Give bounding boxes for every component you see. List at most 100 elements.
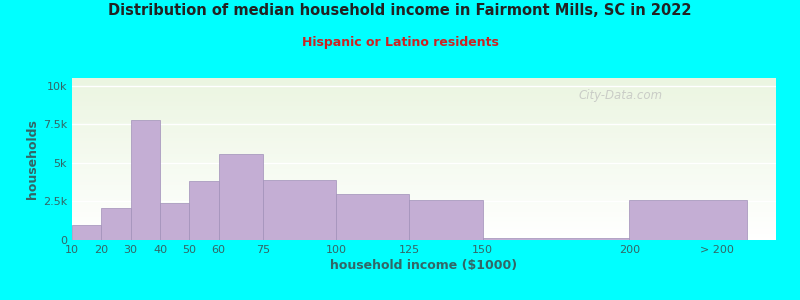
Bar (72, 233, 776, 235)
Bar (72, 138, 776, 140)
Bar (72, 180, 776, 182)
Bar (72, 140, 776, 141)
Bar (72, 198, 776, 200)
Bar (72, 188, 776, 190)
Bar (72, 115, 776, 117)
Bar (72, 118, 776, 120)
Bar (72, 238, 776, 240)
Bar (72, 174, 776, 175)
Bar (262, 180, 336, 240)
Text: Distribution of median household income in Fairmont Mills, SC in 2022: Distribution of median household income … (108, 3, 692, 18)
Bar (336, 194, 410, 240)
Bar (72, 101, 776, 102)
Bar (72, 209, 776, 211)
Bar (72, 224, 776, 225)
Bar (72, 154, 776, 156)
Bar (72, 169, 776, 170)
Bar (72, 216, 776, 217)
Bar (72, 225, 776, 227)
Bar (72, 94, 776, 96)
Text: City-Data.com: City-Data.com (579, 89, 663, 102)
Bar (72, 193, 776, 195)
Bar (72, 131, 776, 133)
Bar (72, 123, 776, 125)
Bar (72, 83, 776, 85)
Text: Hispanic or Latino residents: Hispanic or Latino residents (302, 36, 498, 49)
Bar (190, 182, 218, 240)
Bar (72, 141, 776, 143)
Bar (72, 104, 776, 106)
Bar (218, 154, 262, 240)
Bar (72, 135, 776, 136)
X-axis label: household income ($1000): household income ($1000) (330, 259, 518, 272)
Bar (72, 208, 776, 209)
Bar (72, 88, 776, 89)
Bar (72, 214, 776, 216)
Bar (72, 152, 776, 154)
Bar (72, 93, 776, 94)
Bar (72, 130, 776, 131)
Bar (72, 85, 776, 86)
Bar (72, 175, 776, 177)
Bar (72, 162, 776, 164)
Bar (72, 114, 776, 115)
Bar (72, 191, 776, 193)
Bar (72, 225, 102, 240)
Bar (72, 106, 776, 107)
Bar (72, 177, 776, 178)
Bar (72, 143, 776, 144)
Bar (72, 80, 776, 81)
Bar (72, 237, 776, 239)
Bar (72, 156, 776, 158)
Bar (72, 78, 776, 80)
Bar (72, 178, 776, 180)
Bar (102, 208, 130, 240)
Bar (72, 158, 776, 159)
Bar (72, 183, 776, 185)
Bar (72, 185, 776, 187)
Bar (72, 206, 776, 208)
Bar (72, 201, 776, 203)
Bar (72, 166, 776, 167)
Bar (72, 81, 776, 83)
Bar (72, 96, 776, 98)
Bar (72, 91, 776, 93)
Bar (72, 219, 776, 220)
Bar (410, 200, 482, 240)
Bar (72, 149, 776, 151)
Bar (72, 170, 776, 172)
Bar (72, 232, 776, 233)
Bar (72, 151, 776, 152)
Bar (72, 187, 776, 188)
Bar (72, 212, 776, 214)
Bar (72, 136, 776, 138)
Bar (72, 112, 776, 114)
Bar (72, 125, 776, 127)
Bar (72, 144, 776, 146)
Bar (130, 120, 160, 240)
Bar (72, 117, 776, 118)
Bar (72, 172, 776, 174)
Bar (72, 86, 776, 88)
Bar (72, 160, 776, 162)
Bar (72, 98, 776, 99)
Y-axis label: households: households (26, 119, 38, 199)
Bar (72, 99, 776, 101)
Bar (72, 109, 776, 110)
Bar (160, 203, 190, 240)
Bar (72, 167, 776, 169)
Bar (72, 133, 776, 135)
Bar (72, 110, 776, 112)
Bar (72, 220, 776, 222)
Bar (72, 200, 776, 201)
Bar (72, 203, 776, 204)
Bar (72, 122, 776, 123)
Bar (72, 227, 776, 229)
Bar (72, 159, 776, 160)
Bar (72, 204, 776, 206)
Bar (72, 235, 776, 237)
Bar (72, 190, 776, 191)
Bar (72, 127, 776, 128)
Bar (482, 238, 630, 240)
Bar (72, 211, 776, 212)
